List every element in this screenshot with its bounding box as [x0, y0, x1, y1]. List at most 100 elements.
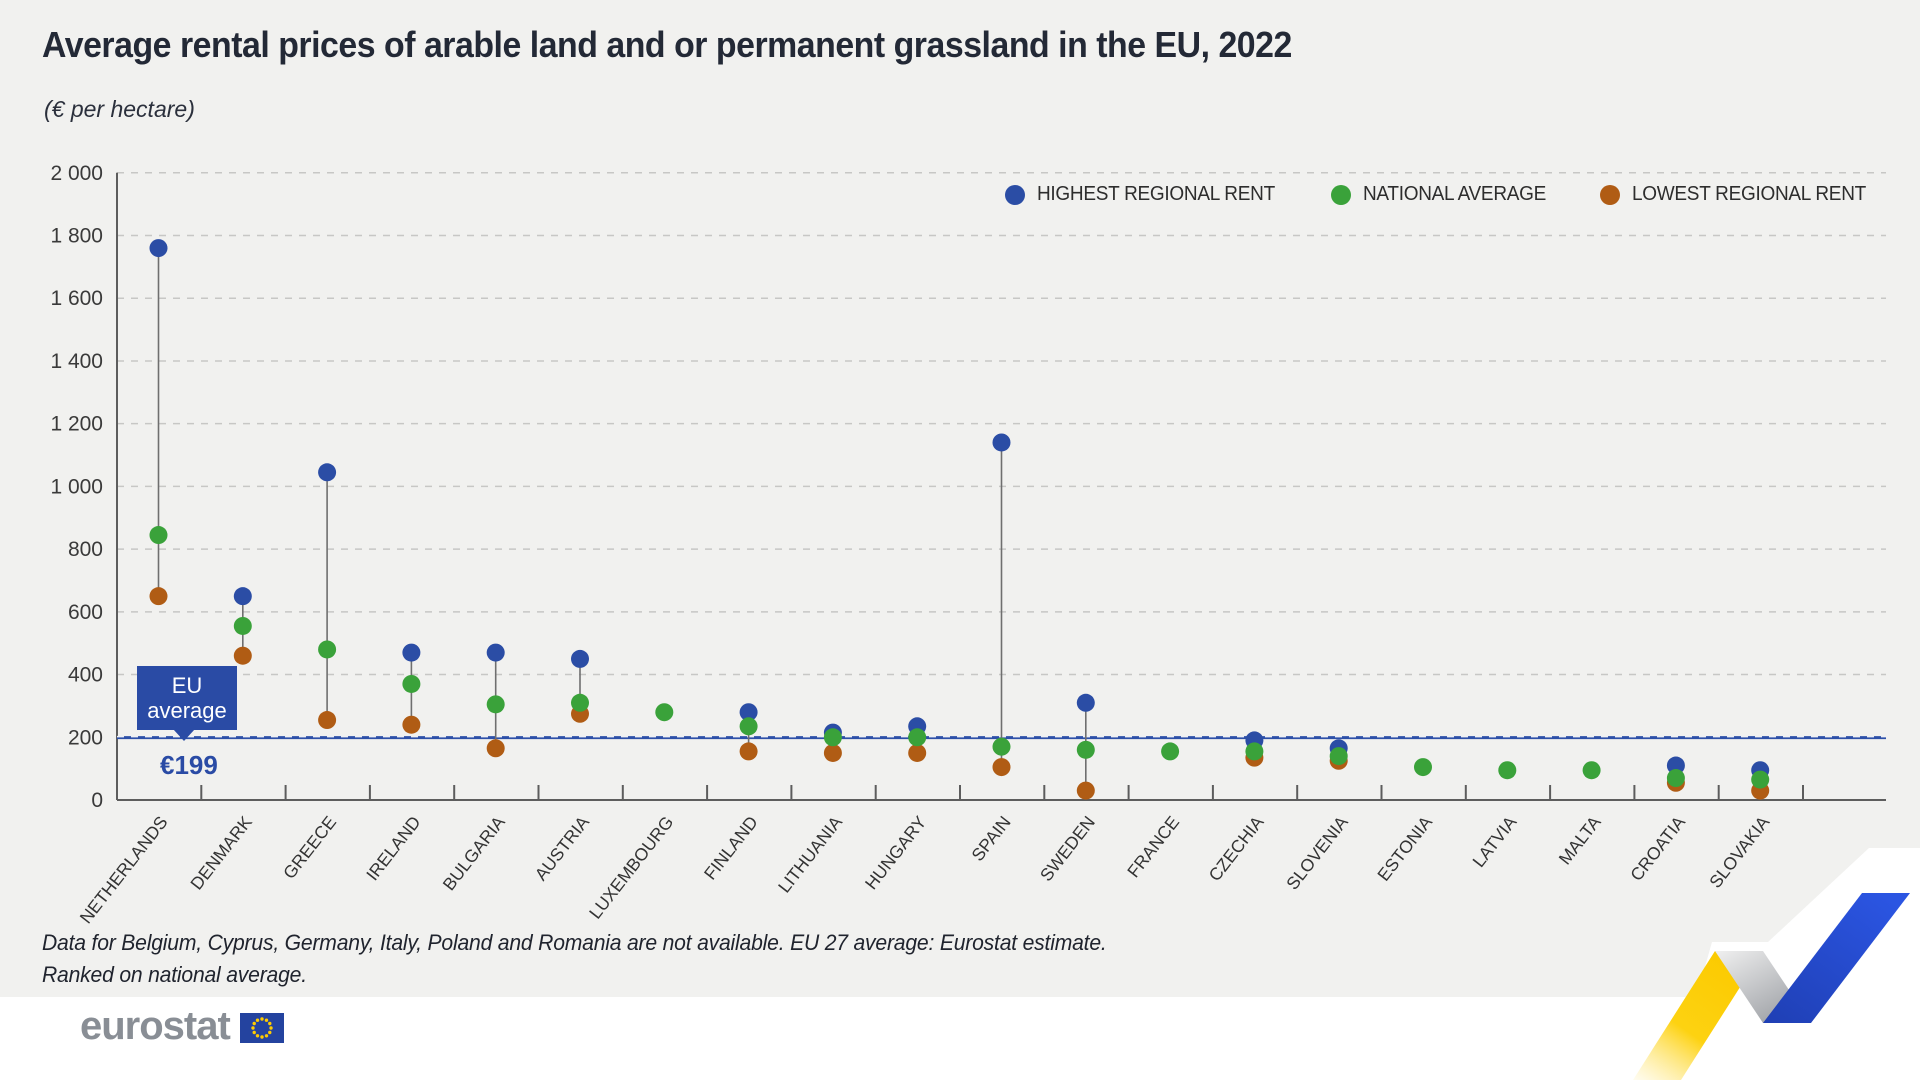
eu-average-callout: EU average — [137, 666, 237, 741]
x-axis-label-sweden: SWEDEN — [1036, 812, 1099, 885]
dot-highest-netherlands — [149, 239, 168, 258]
dot-average-france — [1161, 742, 1180, 761]
x-axis-label-croatia: CROATIA — [1626, 812, 1689, 885]
x-axis-label-austria: AUSTRIA — [531, 812, 594, 884]
dot-lowest-sweden — [1076, 781, 1095, 800]
dot-lowest-netherlands — [149, 587, 168, 606]
x-axis-label-latvia: LATVIA — [1468, 812, 1520, 871]
dot-average-luxembourg — [655, 703, 674, 722]
page-subtitle: (€ per hectare) — [44, 96, 195, 122]
x-axis-label-estonia: ESTONIA — [1373, 812, 1436, 885]
eurostat-logo-text: eurostat — [80, 1004, 231, 1048]
chart-legend: HIGHEST REGIONAL RENT NATIONAL AVERAGE L… — [1004, 183, 1878, 206]
dot-lowest-greece — [318, 711, 337, 730]
x-axis-label-malta: MALTA — [1555, 812, 1605, 869]
dot-average-lithuania — [823, 728, 842, 747]
y-axis-label-1800: 1 800 — [50, 225, 103, 248]
eu-flag-star — [264, 1034, 269, 1038]
x-axis-label-slovakia: SLOVAKIA — [1705, 812, 1773, 892]
legend-label-average: NATIONAL AVERAGE — [1363, 183, 1547, 205]
eu-average-callout-line1: EU — [171, 672, 203, 698]
y-axis-label-1000: 1 000 — [50, 475, 103, 498]
dot-average-ireland — [402, 674, 421, 693]
x-axis-label-luxembourg: LUXEMBOURG — [585, 812, 677, 922]
x-axis-label-spain: SPAIN — [967, 812, 1014, 865]
x-axis-label-ireland: IRELAND — [362, 812, 424, 884]
x-axis-label-czechia: CZECHIA — [1205, 812, 1268, 885]
y-axis-label-800: 800 — [68, 538, 103, 561]
y-axis-label-1200: 1 200 — [50, 413, 103, 436]
eu-flag-star — [269, 1026, 273, 1030]
eu-flag-star — [251, 1026, 255, 1030]
dot-lowest-spain — [992, 758, 1011, 777]
dot-average-estonia — [1414, 758, 1432, 777]
legend-label-highest: HIGHEST REGIONAL RENT — [1036, 183, 1275, 205]
dot-average-hungary — [908, 728, 927, 747]
dot-highest-bulgaria — [486, 643, 505, 662]
y-axis-label-1400: 1 400 — [50, 350, 103, 373]
y-axis-label-1600: 1 600 — [50, 287, 103, 310]
eu-flag-star — [260, 1017, 264, 1021]
dot-average-latvia — [1498, 761, 1517, 780]
eu-flag-star — [252, 1021, 256, 1026]
dot-highest-finland — [739, 703, 758, 722]
legend-item-highest: HIGHEST REGIONAL RENT — [1004, 183, 1287, 206]
y-axis-label-600: 600 — [68, 601, 103, 624]
x-axis-label-france: FRANCE — [1123, 812, 1183, 881]
dot-highest-denmark — [233, 587, 252, 606]
dot-lowest-hungary — [908, 743, 927, 762]
dot-lowest-denmark — [233, 646, 252, 665]
x-axis-label-slovenia: SLOVENIA — [1282, 812, 1352, 894]
dot-lowest-finland — [739, 742, 758, 761]
footnote-ranking: Ranked on national average. — [42, 962, 307, 987]
x-axis-label-hungary: HUNGARY — [861, 812, 931, 893]
legend-item-lowest: LOWEST REGIONAL RENT — [1599, 183, 1878, 206]
dot-lowest-ireland — [402, 715, 421, 734]
dot-average-slovenia — [1329, 747, 1348, 766]
dot-highest-croatia — [1666, 756, 1685, 775]
eu-flag-stars — [251, 1017, 273, 1039]
dot-average-czechia — [1245, 742, 1264, 761]
x-axis-label-denmark: DENMARK — [186, 812, 256, 894]
x-axis-label-bulgaria: BULGARIA — [439, 812, 509, 894]
x-axis-label-finland: FINLAND — [700, 812, 762, 883]
dot-average-netherlands — [149, 526, 168, 545]
eu-flag-star — [267, 1021, 272, 1026]
x-axis-label-netherlands: NETHERLANDS — [76, 812, 172, 927]
legend-label-lowest: LOWEST REGIONAL RENT — [1631, 183, 1866, 205]
y-axis-label-0: 0 — [91, 789, 103, 812]
footer-band — [0, 997, 1920, 1080]
dot-average-malta — [1582, 761, 1601, 780]
dot-average-croatia — [1666, 769, 1685, 788]
dot-highest-sweden — [1076, 693, 1095, 712]
dot-highest-ireland — [402, 643, 421, 662]
national-average-dot-icon — [1331, 184, 1352, 205]
y-axis-label-2000: 2 000 — [50, 162, 103, 185]
eu-flag-star — [260, 1035, 264, 1039]
eu-average-value: €199 — [160, 750, 218, 780]
eu-flag-star — [267, 1030, 272, 1035]
dot-lowest-bulgaria — [486, 739, 505, 758]
dot-highest-spain — [992, 433, 1011, 452]
eu-flag-star — [264, 1018, 269, 1022]
dot-highest-greece — [318, 463, 337, 482]
dot-average-slovakia — [1751, 770, 1770, 789]
page-title: Average rental prices of arable land and… — [42, 24, 1292, 65]
eu-flag-icon — [239, 1013, 284, 1043]
dot-average-sweden — [1076, 740, 1095, 759]
y-axis-label-200: 200 — [68, 726, 103, 749]
lowest-rent-dot-icon — [1599, 184, 1620, 205]
highest-rent-dot-icon — [1004, 184, 1025, 205]
eu-flag-star — [252, 1030, 256, 1035]
dot-average-spain — [992, 737, 1011, 756]
x-axis-label-greece: GREECE — [279, 812, 340, 883]
footnote-availability: Data for Belgium, Cyprus, Germany, Italy… — [42, 930, 1107, 955]
x-axis-label-lithuania: LITHUANIA — [774, 812, 846, 897]
y-axis-label-400: 400 — [68, 664, 103, 687]
eu-flag-star — [255, 1034, 260, 1038]
dot-highest-austria — [571, 649, 589, 668]
dot-lowest-lithuania — [823, 743, 842, 762]
eu-average-callout-line2: average — [147, 698, 227, 723]
